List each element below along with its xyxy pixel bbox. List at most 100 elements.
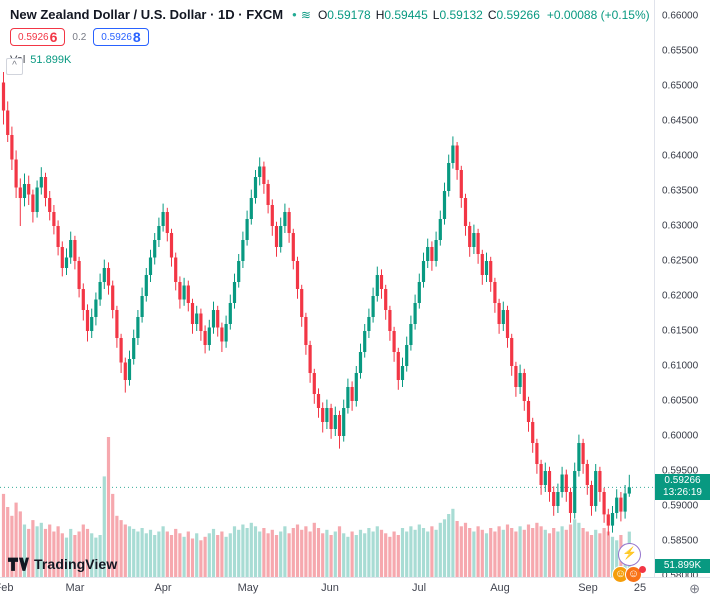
volume-bar [484,533,489,578]
volume-bar [287,533,291,578]
tradingview-logo[interactable]: TradingView [8,556,117,572]
candle-body [90,317,94,331]
volume-bar [1,493,6,577]
price-tick-label: 0.61500 [662,325,699,337]
candle-body [497,303,501,324]
time-tick-label: Feb [0,582,14,594]
close-value: 0.59266 [496,7,540,22]
open-value: 0.59178 [327,7,371,22]
candle-body [48,198,52,212]
candle-body [178,282,182,300]
volume-bar [434,529,438,578]
symbol-title[interactable]: New Zealand Dollar / U.S. Dollar · 1D · … [10,7,284,22]
emoji-reactions[interactable]: ☺ ☺ [612,566,646,583]
candle-body [144,275,148,296]
price-chart[interactable] [0,0,655,578]
volume-bar [69,528,73,577]
candle-body [174,257,178,282]
candle-body [274,226,279,247]
candle-body [279,226,283,247]
volume-bar [245,528,249,577]
candle-body [493,282,497,303]
volume-bar [98,535,102,577]
candle-body [568,492,573,513]
volume-bar [31,520,35,577]
time-tick-label: Jun [321,582,339,594]
smiley-emoji-icon[interactable]: ☺ [625,566,642,583]
candle-body [203,331,207,345]
price-axis[interactable]: 0.59266 13:26:19 51.899K 0.66000 0.65500 0… [654,0,710,582]
candle-body [501,310,505,324]
candle-body [69,240,73,258]
volume-bar [463,522,468,578]
candle-body [22,184,27,198]
volume-bar [350,531,354,577]
timezone-settings-icon[interactable]: ⊕ [689,581,700,596]
volume-bar [241,524,245,577]
candle-body [627,487,631,494]
volume-bar [90,533,94,578]
candle-body [325,408,329,422]
volume-bar [405,531,409,577]
price-tick-label: 0.59000 [662,500,699,512]
price-tick-label: 0.60500 [662,395,699,407]
volume-bar [136,531,140,577]
volume-bar [283,526,287,578]
volume-bar [10,515,14,578]
volume-bar [480,529,484,578]
time-tick-label: May [237,582,259,594]
sell-button[interactable]: 0.5926 6 [10,28,66,46]
volume-bar [354,535,358,577]
volume-bar [447,514,451,577]
volume-bar [22,524,27,577]
time-axis[interactable]: ⊕ Feb Mar Apr May Jun Jul Aug Sep 25 [0,577,710,600]
candle-body [615,497,619,513]
candle-body [220,327,224,342]
volume-bar [64,537,69,577]
data-mode-icon[interactable]: ≋ [300,7,311,22]
volume-bar [451,508,455,578]
candle-body [535,443,539,464]
volume-bar [468,528,472,577]
volume-bar [140,528,144,577]
candle-body [585,464,589,485]
high-readout: H0.59445 [376,8,428,22]
quick-trade-lightning-icon[interactable]: ⚡ [618,543,641,566]
candle-body [56,226,60,247]
volume-bar [216,535,220,577]
volume-bar [174,528,178,577]
candle-body [216,310,220,328]
volume-bar [262,528,266,577]
collapse-arrow-button[interactable]: ^ [6,58,23,75]
volume-bar [115,515,119,578]
volume-bar [321,533,325,578]
volume-bar [27,528,31,577]
candle-body [388,310,392,331]
candle-body [602,492,606,515]
volume-bar [598,533,602,578]
price-tick-label: 0.65000 [662,80,699,92]
candle-body [316,394,321,408]
candle-body [610,513,615,526]
market-open-dot-icon[interactable]: ● [292,9,297,19]
volume-bar [207,533,211,578]
volume-bar [220,531,224,577]
volume-bar [547,533,552,578]
volume-bar [514,531,518,577]
candle-body [434,240,438,261]
volume-bar [211,528,216,577]
candle-body [417,282,421,303]
candle-body [77,261,81,289]
candle-body [35,187,39,212]
volume-bar [165,531,169,577]
buy-button[interactable]: 0.5926 8 [93,28,149,46]
volume-bar [342,533,346,578]
candle-body [598,471,602,492]
volume-bar [430,526,434,578]
sell-price-pip: 6 [49,29,58,45]
candle-body [455,145,459,170]
volume-bar [157,531,161,577]
candle-body [10,135,14,160]
candle-body [270,205,274,226]
candle-body [119,338,123,363]
